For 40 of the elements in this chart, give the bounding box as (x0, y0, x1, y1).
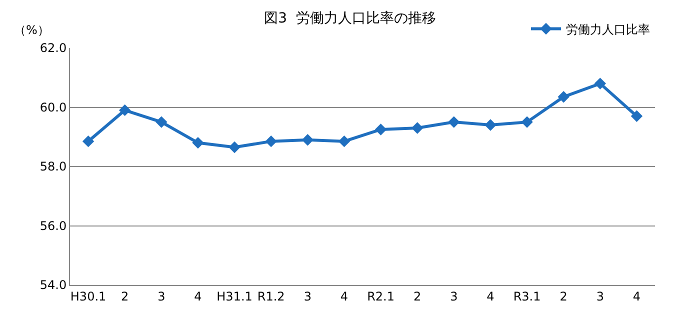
x-tick-label: 4 (486, 289, 494, 304)
x-tick-label: R2.1 (367, 289, 394, 304)
chart-title: 図3 労働力人口比率の推移 (264, 10, 436, 27)
y-tick-label: 60.0 (40, 100, 67, 114)
point (302, 134, 314, 146)
y-tick-label: 56.0 (40, 218, 67, 233)
x-tick-label: 3 (158, 289, 166, 304)
y-tick-label: 62.0 (40, 41, 67, 56)
legend-label: 労働力人口比率 (566, 22, 650, 36)
x-tick-label: 4 (194, 289, 202, 304)
point (156, 116, 168, 128)
point (228, 141, 240, 154)
x-tick-label: R1.2 (257, 289, 285, 304)
x-tick-label: 2 (560, 289, 568, 304)
x-tick-label: H31.1 (216, 289, 252, 304)
y-axis-title: （%） (14, 23, 50, 37)
x-tick-label: 3 (304, 289, 312, 304)
x-tick-label: H30.1 (70, 289, 106, 304)
point (338, 135, 350, 148)
x-tick-label: 4 (340, 289, 348, 304)
point (484, 119, 496, 131)
x-tick-label: 2 (414, 289, 422, 304)
x-tick-label: 4 (632, 289, 641, 304)
point (558, 91, 570, 103)
point (374, 124, 387, 136)
point (118, 104, 131, 116)
point (192, 136, 204, 149)
x-tick-label: 3 (450, 289, 458, 304)
point (448, 116, 460, 128)
point (411, 122, 424, 134)
y-tick-label: 58.0 (40, 160, 67, 174)
point (265, 135, 277, 148)
x-tick-label: R3.1 (513, 289, 541, 304)
y-tick-label: 54.0 (40, 278, 67, 292)
x-tick-label: 2 (121, 289, 129, 304)
point (82, 135, 94, 148)
point (594, 78, 606, 90)
x-tick-label: 3 (596, 289, 604, 304)
point (521, 116, 533, 128)
point (630, 110, 643, 122)
